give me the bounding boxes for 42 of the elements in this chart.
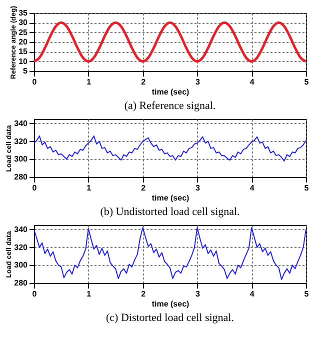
- y-tick-label: 20: [18, 38, 28, 46]
- x-tick-label: 2: [141, 78, 146, 86]
- x-tick-label: 3: [195, 290, 200, 298]
- y-tick-label: 35: [18, 8, 28, 18]
- x-tick-label: 3: [195, 78, 200, 86]
- y-tick-label: 10: [18, 56, 28, 66]
- y-tick-label: 280: [14, 172, 28, 182]
- y-tick-label: 300: [14, 154, 28, 164]
- y-tick-label: 300: [14, 260, 28, 270]
- line-series: [34, 135, 306, 162]
- x-tick-label: 2: [141, 290, 146, 298]
- y-tick-label: 25: [18, 28, 28, 37]
- line-series: [32, 21, 308, 63]
- x-tick-label: 4: [250, 290, 255, 298]
- x-tick-label: 5: [304, 78, 310, 86]
- x-tick-label: 1: [86, 184, 92, 192]
- x-tick-label: 0: [32, 78, 38, 86]
- x-axis-title: time (sec): [152, 300, 190, 308]
- y-tick-label: 15: [18, 47, 28, 56]
- x-tick-label: 3: [195, 184, 200, 192]
- x-tick-label: 1: [86, 78, 92, 86]
- x-tick-label: 0: [32, 184, 38, 192]
- y-tick-label: 340: [14, 224, 28, 234]
- y-tick-label: 5: [23, 66, 28, 76]
- y-tick-label: 30: [18, 18, 28, 28]
- line-series: [34, 227, 306, 280]
- text: (c) Distorted load cell signal.: [106, 312, 234, 324]
- y-tick-label: 340: [14, 118, 28, 128]
- x-tick-label: 4: [250, 78, 255, 86]
- x-tick-label: 1: [86, 290, 92, 298]
- text: (a) Reference signal.: [124, 100, 216, 112]
- y-tick-label: 320: [14, 242, 28, 252]
- x-axis-title: time (sec): [152, 194, 190, 202]
- x-tick-label: 0: [32, 290, 38, 298]
- x-tick-label: 4: [250, 184, 255, 192]
- y-tick-label: 280: [14, 278, 28, 288]
- x-tick-label: 5: [304, 290, 310, 298]
- y-tick-label: 320: [14, 136, 28, 146]
- x-tick-label: 5: [304, 184, 310, 192]
- text: (b) Undistorted load cell signal.: [100, 206, 240, 218]
- x-tick-label: 2: [141, 184, 146, 192]
- x-axis-title: time (sec): [152, 88, 190, 96]
